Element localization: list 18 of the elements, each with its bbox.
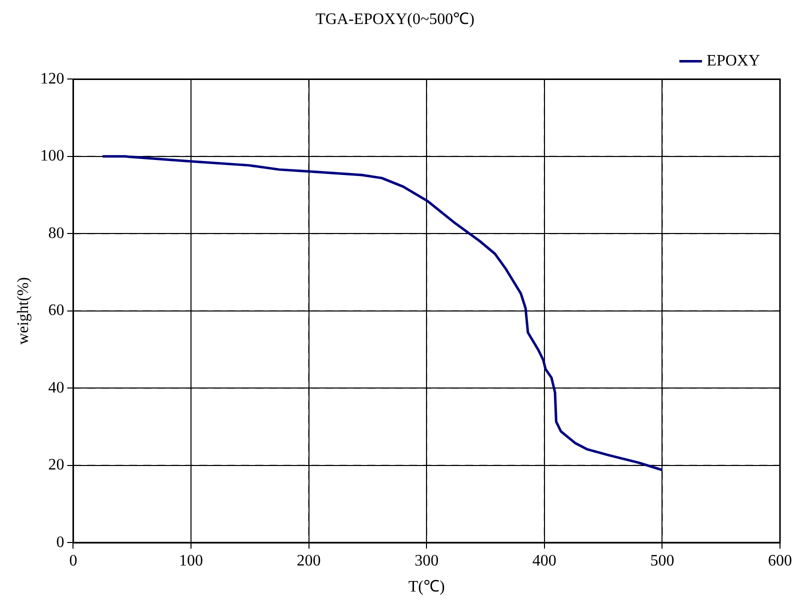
y-tick-label: 80 <box>48 224 64 242</box>
y-tick-label: 20 <box>48 456 64 474</box>
y-tick-label: 100 <box>40 148 64 165</box>
x-axis-title: T(℃) <box>408 578 445 596</box>
x-tick-label: 0 <box>69 552 78 570</box>
y-tick-label: 0 <box>56 534 64 551</box>
y-axis-title: weight(%) <box>14 277 32 345</box>
legend-label: EPOXY <box>706 52 760 70</box>
x-tick-label: 100 <box>179 552 203 570</box>
x-tick-label: 400 <box>532 552 556 570</box>
y-tick-label: 40 <box>48 379 64 396</box>
y-tick-label: 60 <box>48 302 64 320</box>
x-tick-label: 200 <box>296 552 321 570</box>
x-tick-label: 600 <box>768 552 792 570</box>
y-tick-label: 120 <box>40 70 64 88</box>
x-tick-label: 500 <box>650 552 674 570</box>
chart-title: TGA-EPOXY(0~500℃) <box>316 10 474 28</box>
x-tick-label: 300 <box>414 552 439 570</box>
